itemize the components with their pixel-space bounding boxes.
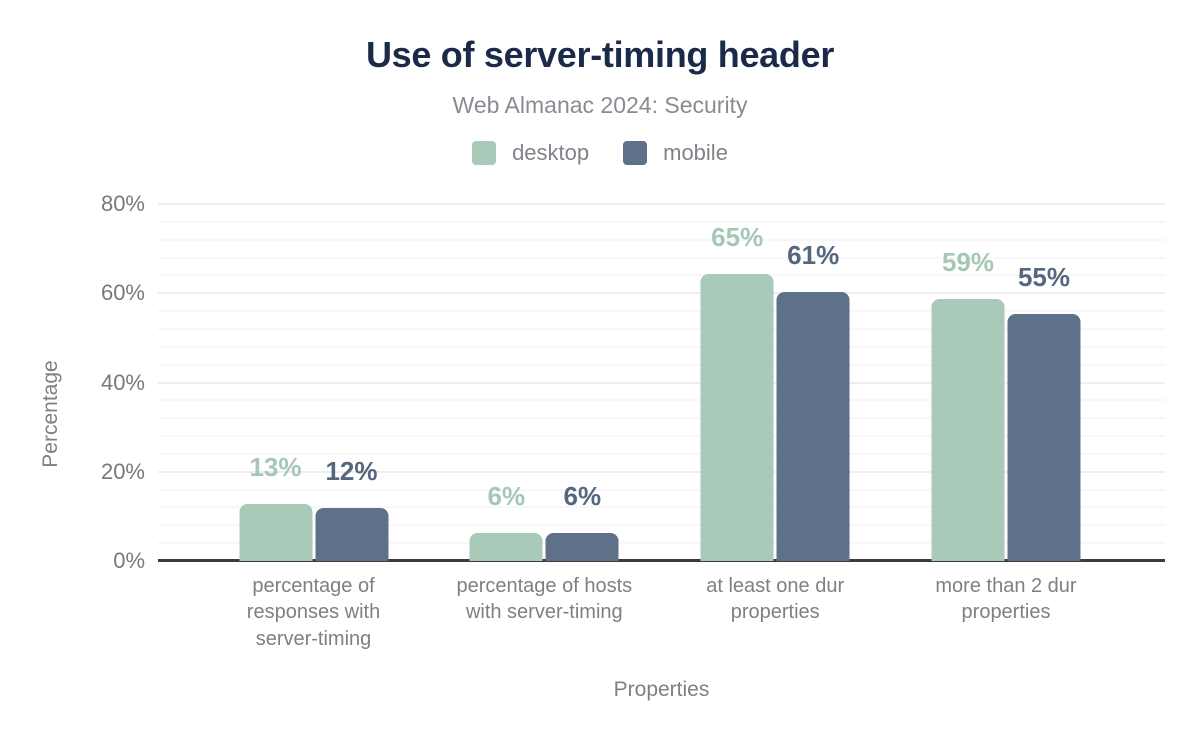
bar-group: 13% 12% xyxy=(239,454,388,561)
bar-rect-mobile xyxy=(545,533,619,561)
bar-group: 65% 61% xyxy=(700,224,850,561)
bar-value-label-mobile: 55% xyxy=(1017,261,1071,292)
bar-rect-desktop xyxy=(700,274,774,561)
gridline-minor xyxy=(158,452,1165,455)
legend-item-desktop: desktop xyxy=(472,140,589,166)
gridline-minor xyxy=(158,238,1165,241)
bar-value-label-mobile: 6% xyxy=(563,481,602,512)
legend: desktop mobile xyxy=(0,140,1200,166)
bar-rect-mobile xyxy=(1007,313,1081,561)
y-tick-label: 0% xyxy=(113,548,145,573)
bar-value-label-mobile: 12% xyxy=(325,455,378,486)
bar-desktop: 13% xyxy=(239,454,312,561)
y-tick-label: 20% xyxy=(100,458,145,484)
bar-value-label-desktop: 6% xyxy=(487,480,526,511)
x-axis-title: Properties xyxy=(613,678,710,701)
bar-value-label-desktop: 13% xyxy=(249,451,302,482)
legend-swatch-mobile xyxy=(623,141,648,165)
gridline-minor xyxy=(158,327,1165,330)
gridline-major xyxy=(158,292,1165,295)
x-axis-category-labels: percentage of responses with server-timi… xyxy=(158,573,1165,663)
bar-rect-mobile xyxy=(315,507,388,561)
bar-mobile: 12% xyxy=(315,458,388,561)
legend-swatch-desktop xyxy=(472,141,497,165)
bar-mobile: 6% xyxy=(545,483,619,561)
gridline-minor xyxy=(158,345,1165,348)
gridline-minor xyxy=(158,506,1165,509)
chart-subtitle: Web Almanac 2024: Security xyxy=(452,92,748,118)
bar-rect-mobile xyxy=(776,291,850,561)
bar-mobile: 61% xyxy=(776,242,850,561)
y-tick-label: 60% xyxy=(100,280,145,306)
x-axis-line xyxy=(158,559,1165,562)
gridline-minor xyxy=(158,274,1165,277)
gridline-minor xyxy=(158,363,1165,366)
plot-area: 13% 12% 6% 6% 65% 61% 59% 55% xyxy=(158,203,1165,562)
category-label: percentage of responses with server-timi… xyxy=(246,575,381,650)
bar-value-label-mobile: 61% xyxy=(787,239,840,270)
category-label: more than 2 dur properties xyxy=(935,575,1077,624)
bar-value-label-desktop: 59% xyxy=(941,247,995,278)
gridline-major xyxy=(158,203,1165,205)
gridline-minor xyxy=(158,435,1165,438)
bar-value-label-desktop: 65% xyxy=(711,222,764,253)
gridline-minor xyxy=(158,488,1165,491)
chart-title: Use of server-timing header xyxy=(365,34,835,75)
bar-desktop: 59% xyxy=(931,249,1005,561)
gridline-minor xyxy=(158,524,1165,527)
legend-item-mobile: mobile xyxy=(623,140,728,166)
bar-rect-desktop xyxy=(469,532,543,561)
y-axis-ticks: 0% 20% 40% 60% 80% xyxy=(0,192,145,573)
y-tick-label: 40% xyxy=(100,369,145,395)
legend-label: mobile xyxy=(663,140,728,165)
category-label: percentage of hosts with server-timing xyxy=(456,575,633,624)
gridline-minor xyxy=(158,256,1165,259)
gridline-minor xyxy=(158,542,1165,545)
gridline-minor xyxy=(158,399,1165,402)
bar-mobile: 55% xyxy=(1007,264,1081,561)
bar-group: 6% 6% xyxy=(469,483,619,561)
category-label: at least one dur properties xyxy=(706,575,845,624)
bar-desktop: 65% xyxy=(700,224,774,561)
gridline-minor xyxy=(158,310,1165,313)
gridline-major xyxy=(158,381,1165,384)
y-tick-label: 80% xyxy=(100,191,145,216)
legend-label: desktop xyxy=(512,140,590,165)
gridline-minor xyxy=(158,417,1165,420)
bar-rect-desktop xyxy=(931,299,1005,561)
gridline-minor xyxy=(158,220,1165,223)
gridline-major xyxy=(158,470,1165,473)
bar-rect-desktop xyxy=(239,503,312,561)
bar-group: 59% 55% xyxy=(931,249,1081,561)
bar-desktop: 6% xyxy=(469,483,543,561)
